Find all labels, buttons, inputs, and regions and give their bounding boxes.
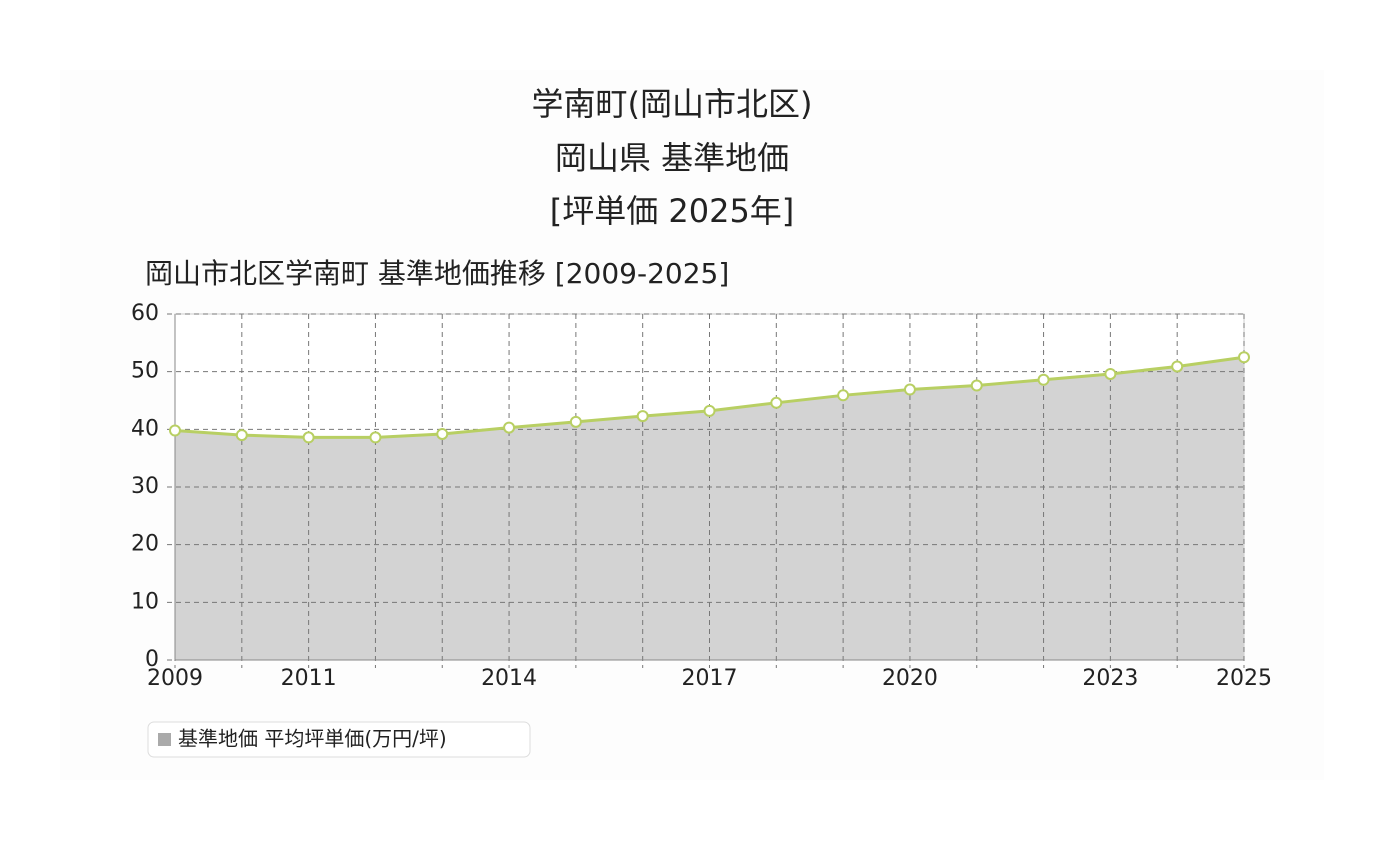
y-tick-label: 0 (145, 647, 159, 672)
y-tick-label: 50 (131, 359, 159, 384)
chart-subtitle: 岡山市北区学南町 基準地価推移 [2009-2025] (145, 257, 729, 290)
point (636, 410, 649, 423)
chart-title: [坪単価 2025年] (550, 192, 795, 230)
point (1037, 373, 1050, 386)
y-tick-label: 60 (131, 301, 159, 326)
legend-box (147, 721, 531, 758)
point (235, 429, 248, 442)
point (903, 383, 916, 396)
point (703, 404, 716, 417)
point (369, 431, 382, 444)
point (436, 427, 449, 440)
y-tick-label: 40 (131, 416, 159, 441)
point (970, 379, 983, 392)
y-tick-label: 30 (131, 474, 159, 499)
point (569, 415, 582, 428)
point (770, 396, 783, 409)
legend-swatch (158, 733, 171, 746)
chart-title: 岡山県 基準地価 (555, 139, 789, 177)
point (1104, 367, 1117, 380)
point (837, 389, 850, 402)
point (1238, 351, 1250, 364)
point (302, 431, 315, 444)
x-tick-label: 2011 (281, 666, 337, 691)
x-tick-label: 2025 (1216, 666, 1272, 691)
x-tick-label: 2009 (147, 666, 203, 691)
x-tick-label: 2023 (1082, 666, 1138, 691)
point (503, 421, 516, 434)
x-tick-label: 2014 (481, 666, 537, 691)
point (169, 424, 181, 437)
legend-label: 基準地価 平均坪単価(万円/坪) (178, 727, 447, 751)
y-tick-label: 10 (131, 589, 159, 614)
point (1171, 360, 1184, 373)
y-tick-label: 20 (131, 532, 159, 557)
chart-title: 学南町(岡山市北区) (532, 85, 813, 123)
x-tick-label: 2017 (682, 666, 738, 691)
x-tick-label: 2020 (882, 666, 938, 691)
legend (147, 721, 531, 758)
